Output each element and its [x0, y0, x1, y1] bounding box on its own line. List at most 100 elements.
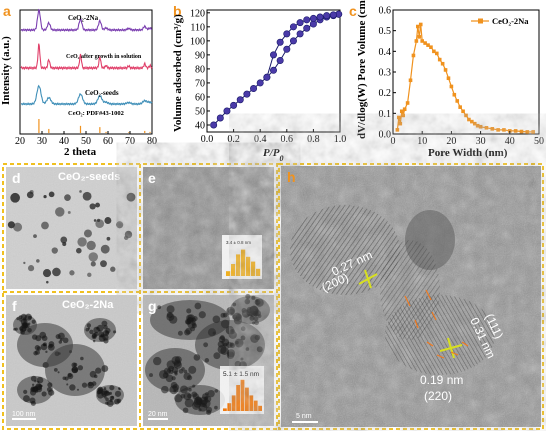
panel-h: h 0.27 nm (200) (111) 0.31 nm 0.19 nm (2… — [278, 163, 544, 430]
nanoparticle — [64, 194, 71, 201]
nanoparticle — [27, 322, 31, 325]
nanoparticle — [240, 326, 246, 332]
nanoparticle — [193, 396, 203, 406]
nanoparticle — [241, 307, 247, 313]
panel-g-letter: g — [148, 298, 157, 314]
nanoparticle — [55, 334, 61, 340]
nanoparticle — [245, 347, 250, 351]
nanoparticle — [109, 385, 115, 391]
nanoparticle — [23, 318, 27, 323]
nanoparticle — [7, 221, 15, 229]
nanoparticle — [46, 386, 52, 392]
nanoparticle — [240, 357, 244, 361]
nanoparticle — [192, 384, 196, 388]
nanoparticle — [166, 311, 173, 319]
nanoparticle — [27, 265, 35, 272]
pore-point — [490, 127, 495, 131]
histogram-bar-e — [241, 249, 246, 276]
isotherm-point — [283, 30, 291, 38]
xrd-x-tick-label: 60 — [103, 136, 113, 147]
nanoparticle — [22, 322, 29, 329]
nanoparticle — [111, 395, 114, 399]
panel-d-caption: CeO₂-seeds — [58, 171, 120, 183]
nanoparticle — [173, 359, 182, 367]
nanoparticle — [88, 381, 93, 387]
panel-h-letter: h — [287, 169, 296, 185]
isotherm-x-tick-label: 0.8 — [307, 134, 320, 145]
nanoparticle — [114, 390, 122, 397]
nanoparticle — [103, 387, 107, 390]
nanoparticle — [166, 368, 172, 373]
pore-x-tick-label: 0 — [391, 136, 396, 147]
pore-point — [423, 41, 427, 45]
nanoparticle — [162, 372, 169, 379]
nanoparticle — [182, 407, 189, 414]
nanoparticle — [106, 391, 111, 396]
pore-y-tick-label: 0.2 — [379, 88, 392, 99]
histogram-bar-g — [240, 379, 245, 411]
pore-x-tick-label: 40 — [505, 136, 515, 147]
nanoparticle — [24, 313, 32, 321]
pore-point — [472, 121, 477, 126]
nanoparticle — [86, 240, 96, 251]
nanoparticle — [191, 322, 196, 326]
pore-point — [426, 43, 430, 47]
xrd-x-tick-label: 80 — [147, 136, 157, 147]
pore-x-tick-label: 50 — [534, 136, 544, 147]
nanoparticle — [214, 389, 219, 393]
nanoparticle — [106, 236, 111, 241]
scalebar-label-h: 5 nm — [296, 413, 312, 420]
nanoparticle — [174, 394, 183, 403]
nanoparticle-specks-d — [7, 190, 136, 284]
nanoparticle — [90, 261, 96, 267]
nanoparticle — [48, 344, 53, 349]
nanoparticle — [114, 398, 120, 405]
isotherm-point — [269, 51, 277, 59]
nanoparticle — [77, 237, 87, 247]
isotherm-point — [289, 23, 297, 31]
nanoparticle — [53, 368, 58, 372]
nanoparticle — [254, 320, 259, 326]
histogram-bar-g — [227, 403, 232, 411]
isotherm-y-tick-label: 120 — [190, 8, 205, 19]
nanoparticle — [76, 247, 82, 254]
nanoparticle — [91, 381, 97, 386]
nanoparticle — [101, 365, 109, 372]
nanoparticle — [98, 329, 101, 332]
nanoparticle — [27, 327, 32, 333]
nanoparticle — [41, 221, 49, 230]
isotherm-point — [303, 16, 311, 24]
xrd-x-tick-label: 40 — [59, 136, 69, 147]
nanoparticle — [71, 368, 74, 371]
isotherm-x-tick-label: 0.2 — [227, 134, 240, 145]
nanoparticle — [205, 406, 213, 413]
pore-point — [420, 39, 424, 43]
nanoparticle — [55, 207, 65, 217]
panel-a-letter: a — [3, 3, 11, 19]
pore-y-tick-label: 0.4 — [379, 47, 392, 58]
nanoparticle — [116, 221, 124, 229]
nanoparticle — [89, 203, 96, 210]
xrd-trace-1 — [20, 43, 153, 71]
pore-point — [508, 129, 512, 133]
nanoparticle — [193, 354, 201, 361]
pore-point — [464, 113, 468, 118]
nanoparticle — [190, 326, 196, 332]
hrtem-frame — [278, 163, 544, 430]
isotherm-y-tick-label: 100 — [190, 36, 205, 47]
lattice-region-3 — [380, 240, 440, 340]
pore-point — [432, 49, 436, 54]
nanoparticle — [183, 369, 188, 374]
xrd-x-tick-label: 70 — [125, 136, 135, 147]
nanoparticle — [183, 392, 192, 401]
nanoparticle — [214, 405, 218, 410]
nanoparticle — [207, 389, 215, 398]
pore-point — [458, 105, 462, 109]
isotherm-y-tick-label: 60 — [195, 92, 205, 103]
pore-point — [411, 53, 416, 58]
panel-b-letter: b — [173, 3, 182, 19]
nanoparticle — [71, 366, 79, 374]
xrd-xlabel: 2 theta — [64, 146, 97, 158]
nanoparticle — [186, 308, 192, 314]
isotherm-point — [250, 85, 258, 93]
